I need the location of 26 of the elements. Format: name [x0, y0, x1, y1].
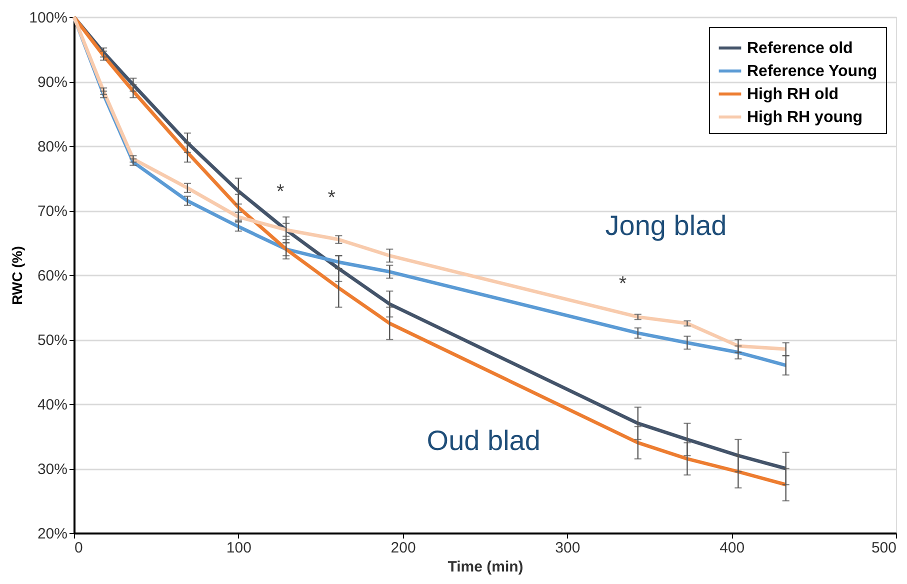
x-tick-label: 0: [74, 540, 83, 556]
x-tick-label: 300: [555, 540, 580, 556]
x-tick-label: 100: [226, 540, 252, 556]
legend-label: Reference Young: [747, 63, 878, 80]
legend-label: High RH young: [747, 109, 863, 126]
x-tick-label: 400: [720, 540, 745, 556]
annotation: Jong blad: [605, 210, 727, 241]
y-tick-label: 80%: [37, 138, 68, 156]
y-tick-label: 100%: [29, 10, 68, 26]
x-tick-label: 200: [390, 540, 416, 556]
annotation: *: [328, 187, 336, 209]
annotation: *: [618, 273, 627, 295]
y-tick-label: 70%: [37, 203, 68, 220]
x-axis-title: Time (min): [448, 558, 524, 576]
y-axis-title: RWC (%): [9, 246, 26, 305]
x-tick-label: 500: [871, 540, 896, 556]
y-tick-label: 90%: [37, 74, 68, 91]
y-tick-label: 40%: [37, 396, 68, 414]
y-tick-label: 20%: [37, 526, 68, 542]
legend-label: High RH old: [747, 86, 839, 103]
y-tick-label: 50%: [37, 332, 68, 349]
legend-label: Reference old: [747, 40, 853, 57]
y-tick-label: 60%: [37, 268, 68, 284]
annotation: *: [276, 181, 284, 203]
y-tick-label: 30%: [37, 461, 68, 478]
annotation: Oud blad: [426, 425, 540, 456]
